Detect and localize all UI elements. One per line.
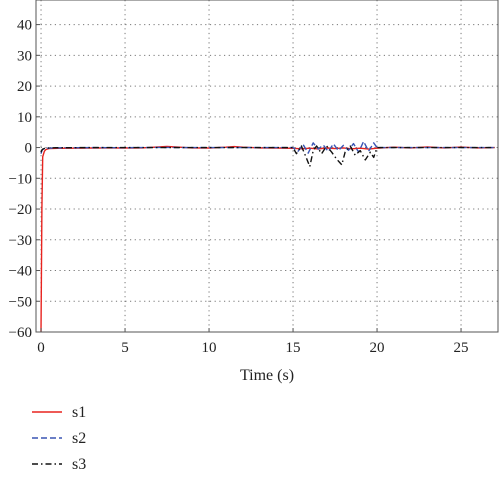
x-tick-label: 25 bbox=[454, 340, 469, 356]
x-tick-label: 20 bbox=[370, 340, 385, 356]
plot-background bbox=[36, 0, 498, 332]
plot-frame bbox=[35, 0, 499, 333]
x-axis-label: Time (s) bbox=[240, 367, 294, 384]
y-tick-label: 0 bbox=[25, 141, 33, 157]
y-tick-label: 20 bbox=[17, 79, 32, 95]
legend: s1 s2 s3 bbox=[32, 404, 86, 473]
legend-label-s2: s2 bbox=[72, 430, 86, 447]
y-tick-label: −10 bbox=[9, 171, 32, 187]
axis-ticks: 0 5 10 15 20 25 −60 −50 −40 −30 −20 −10 0 10 20 30 40 bbox=[9, 18, 469, 356]
y-tick-label: −40 bbox=[9, 264, 32, 280]
legend-label-s1: s1 bbox=[72, 404, 86, 421]
y-tick-label: −30 bbox=[9, 233, 32, 249]
x-tick-label: 5 bbox=[121, 340, 129, 356]
y-tick-label: −20 bbox=[9, 202, 32, 218]
x-tick-label: 10 bbox=[202, 340, 217, 356]
y-tick-label: −50 bbox=[9, 294, 32, 310]
series-layer bbox=[40, 140, 495, 333]
x-tick-label: 0 bbox=[37, 340, 45, 356]
x-tick-label: 15 bbox=[286, 340, 301, 356]
y-tick-label: −60 bbox=[9, 325, 32, 341]
y-tick-label: 10 bbox=[17, 110, 32, 126]
legend-label-s3: s3 bbox=[72, 456, 86, 473]
series-line-s2 bbox=[40, 140, 495, 154]
series-line-s3 bbox=[40, 145, 495, 168]
y-tick-label: 30 bbox=[17, 48, 32, 64]
y-tick-label: 40 bbox=[17, 18, 32, 34]
